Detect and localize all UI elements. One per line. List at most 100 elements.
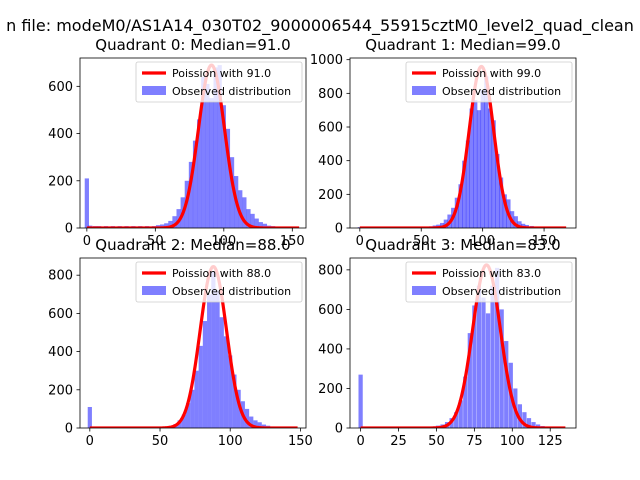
- subplot-quadrant-0: 0 50 100 150 0 200 400 600 Quadrant 0: Median=91…: [48, 36, 307, 249]
- axes-frame: [349, 257, 577, 429]
- x-tick-label: 100: [470, 234, 495, 249]
- x-tick-label: 0: [83, 234, 91, 249]
- histogram-bar: [473, 100, 478, 228]
- axes-frame: [79, 57, 307, 229]
- histogram-bar: [232, 374, 237, 428]
- histogram-bar: [458, 400, 463, 428]
- histogram-bar: [219, 317, 224, 428]
- y-tick-label: 600: [48, 307, 73, 322]
- subplot-title: Quadrant 0: Median=91.0: [95, 36, 290, 54]
- x-tick-label: 25: [390, 434, 407, 449]
- histogram-bar: [242, 197, 247, 228]
- legend-line-label: Poission with 83.0: [442, 267, 541, 280]
- x-tick-label: 100: [500, 434, 525, 449]
- histogram-bar: [258, 222, 263, 228]
- histogram-bar: [211, 271, 216, 428]
- y-tick-label: 200: [48, 383, 73, 398]
- x-tick-label: 150: [532, 234, 557, 249]
- histogram-bar: [223, 336, 229, 428]
- histogram-bar: [164, 223, 169, 228]
- histogram-bar: [357, 227, 362, 228]
- histogram-bar: [495, 153, 500, 228]
- figure-suptitle: n file: modeM0/AS1A14_030T02_9000006544_…: [6, 16, 634, 36]
- histogram-bar: [535, 424, 541, 428]
- histogram-bar: [465, 140, 471, 228]
- y-tick-label: 800: [318, 87, 343, 102]
- histogram-bar: [481, 297, 486, 428]
- histogram-bar: [229, 157, 235, 228]
- y-tick-label: 0: [65, 422, 73, 437]
- histogram-bar: [495, 267, 500, 428]
- histogram-bar: [262, 223, 268, 228]
- legend-box: [405, 261, 573, 303]
- legend: Poission with 83.0 Observed distribution: [405, 261, 573, 303]
- histogram-bar: [517, 221, 522, 228]
- histogram-bar: [476, 110, 482, 228]
- histogram-bar: [228, 355, 233, 428]
- subplot-grid: 0 50 100 150 0 200 400 600 Quadrant 0: Median=91…: [48, 36, 577, 449]
- subplot-quadrant-2: 0 50 100 150 0 200 400 600 800 Quadrant 2: Median…: [48, 236, 313, 449]
- x-tick-label: 50: [152, 434, 169, 449]
- histogram-bar: [217, 65, 222, 228]
- legend-line-label: Poission with 91.0: [172, 67, 271, 80]
- histogram-bar: [261, 424, 266, 428]
- histogram-bar: [213, 67, 218, 228]
- x-tick-label: 150: [280, 234, 305, 249]
- histogram-bar: [197, 119, 202, 228]
- histogram-bar: [194, 370, 199, 428]
- histogram-bar: [531, 422, 536, 428]
- histogram-bar: [215, 290, 220, 428]
- histogram-bar: [188, 161, 194, 228]
- legend-bar-label: Observed distribution: [172, 285, 291, 298]
- histogram-bar: [462, 160, 467, 228]
- legend-bar-swatch: [412, 286, 436, 295]
- x-tick-label: 0: [356, 234, 364, 249]
- histogram-bar: [480, 89, 485, 228]
- histogram-bar: [487, 108, 493, 228]
- y-tick-label: 800: [318, 263, 343, 278]
- y-tick-label: 600: [48, 80, 73, 95]
- axes-frame: [79, 257, 307, 429]
- subplot-title: Quadrant 3: Median=83.0: [365, 236, 560, 254]
- histogram-bar: [190, 389, 195, 428]
- histogram-bar: [225, 128, 231, 228]
- subplot-quadrant-1: 0 50 100 150 0 200 400 600 800 1000 Quadrant 1: Me…: [310, 36, 577, 249]
- legend: Poission with 91.0 Observed distribution: [135, 61, 303, 103]
- histogram-bar: [250, 213, 255, 228]
- histogram-bar: [209, 98, 214, 228]
- histogram-bar: [491, 120, 496, 228]
- y-tick-label: 0: [335, 222, 343, 237]
- histogram-bar: [522, 412, 527, 428]
- histogram-bar: [502, 194, 507, 228]
- x-tick-label: 150: [288, 434, 313, 449]
- legend-line-label: Poission with 99.0: [442, 67, 541, 80]
- histogram-bar: [469, 108, 474, 228]
- x-tick-label: 50: [413, 234, 430, 249]
- y-tick-label: 600: [318, 121, 343, 136]
- legend-bar-label: Observed distribution: [442, 285, 561, 298]
- y-tick-label: 400: [48, 345, 73, 360]
- y-tick-label: 200: [318, 382, 343, 397]
- legend-box: [135, 261, 303, 303]
- histogram-bar: [249, 416, 254, 428]
- histogram-bar: [526, 418, 532, 428]
- legend: Poission with 99.0 Observed distribution: [405, 61, 573, 103]
- poisson-curve: [359, 263, 567, 428]
- histogram-bar: [202, 321, 208, 428]
- y-tick-label: 200: [48, 174, 73, 189]
- histogram-bar: [358, 374, 363, 428]
- legend-box: [405, 61, 573, 103]
- histogram-bar: [201, 76, 206, 228]
- histogram-bar: [254, 218, 259, 228]
- legend-bar-label: Observed distribution: [172, 85, 291, 98]
- histogram-bar: [458, 184, 463, 228]
- x-tick-label: 75: [466, 434, 483, 449]
- y-tick-label: 400: [318, 342, 343, 357]
- histogram-bar: [172, 216, 177, 228]
- histogram-bar: [490, 285, 495, 428]
- x-tick-label: 100: [211, 234, 236, 249]
- histogram-bar: [467, 333, 472, 428]
- x-tick-label: 125: [538, 434, 563, 449]
- legend-bar-swatch: [412, 86, 436, 95]
